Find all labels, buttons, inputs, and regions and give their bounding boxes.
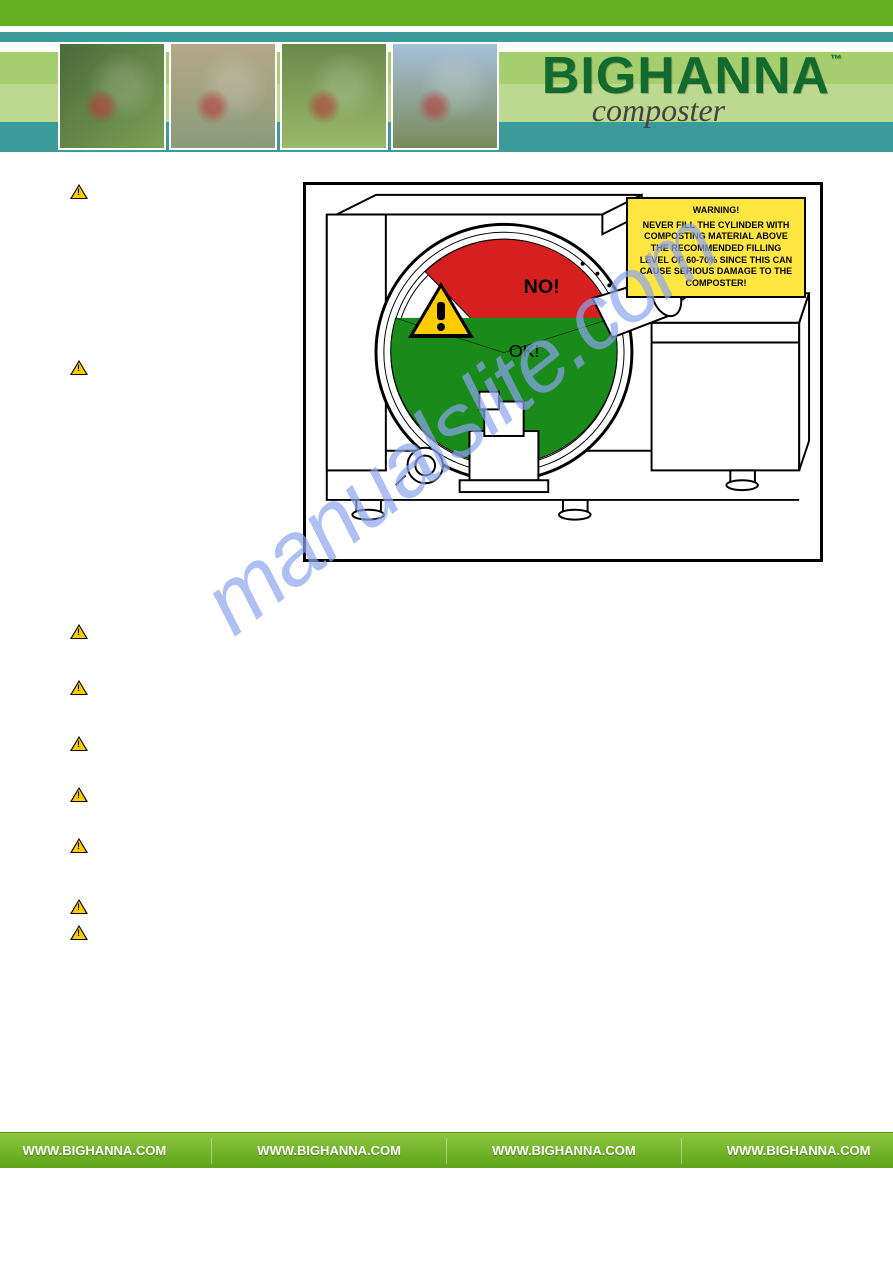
warning-icon <box>70 838 88 854</box>
footer-divider <box>446 1138 447 1164</box>
warning-icon <box>70 736 88 752</box>
footer-link-1[interactable]: WWW.BIGHANNA.COM <box>23 1143 167 1158</box>
warning-item-4 <box>70 678 823 696</box>
composter-diagram: NO! OK! WARNING! <box>303 182 823 562</box>
thumbnail-2 <box>169 42 277 150</box>
warning-icon <box>70 899 88 915</box>
header-thumbnails <box>58 42 499 150</box>
top-teal-bar <box>0 32 893 42</box>
warning-item-6 <box>70 785 823 803</box>
ok-label: OK! <box>509 341 540 361</box>
diagram-warning-box: WARNING! NEVER FILL THE CYLINDER WITH CO… <box>626 197 806 298</box>
brand-logo: BIGHANNA™ composter <box>542 54 843 129</box>
footer-link-4[interactable]: WWW.BIGHANNA.COM <box>727 1143 871 1158</box>
brand-tm: ™ <box>830 52 843 66</box>
warning-item-9 <box>70 923 823 941</box>
thumbnail-1 <box>58 42 166 150</box>
footer-link-2[interactable]: WWW.BIGHANNA.COM <box>257 1143 401 1158</box>
warning-icon <box>70 787 88 803</box>
warning-box-text: NEVER FILL THE CYLINDER WITH COMPOSTING … <box>636 220 796 290</box>
warning-icon <box>70 925 88 941</box>
diagram-warning-icon <box>406 280 476 342</box>
warning-icon <box>70 680 88 696</box>
warning-item-5 <box>70 734 823 752</box>
warning-icon <box>70 360 88 376</box>
warning-icon <box>70 184 88 200</box>
footer-divider <box>681 1138 682 1164</box>
no-label: NO! <box>524 276 560 298</box>
top-green-bar <box>0 0 893 26</box>
warning-item-8 <box>70 897 823 915</box>
footer-bar: WWW.BIGHANNA.COM WWW.BIGHANNA.COM WWW.BI… <box>0 1132 893 1168</box>
page-content: NO! OK! WARNING! <box>0 152 893 1132</box>
warning-icon <box>70 624 88 640</box>
thumbnail-3 <box>280 42 388 150</box>
warning-item-1 <box>70 182 283 200</box>
warning-item-3 <box>70 622 823 640</box>
thumbnail-4 <box>391 42 499 150</box>
header-banner: BIGHANNA™ composter <box>0 42 893 152</box>
warning-item-7 <box>70 836 823 854</box>
footer-divider <box>211 1138 212 1164</box>
warning-item-2 <box>70 358 283 376</box>
footer-link-3[interactable]: WWW.BIGHANNA.COM <box>492 1143 636 1158</box>
warning-box-title: WARNING! <box>636 205 796 217</box>
